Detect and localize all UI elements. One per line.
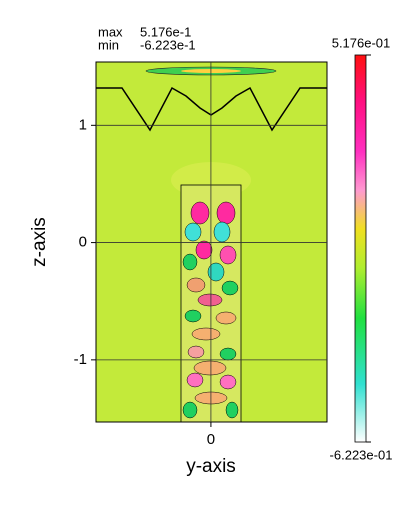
- y-axis-label: z-axis: [29, 217, 50, 267]
- x-tick-label: 0: [207, 431, 215, 448]
- min-value: -6.223e-1: [140, 37, 196, 52]
- max-label: max: [98, 24, 123, 39]
- field: [96, 62, 327, 422]
- colorbar: [354, 54, 367, 443]
- y-tick-label: 1: [79, 116, 87, 133]
- y-tick-label: -1: [74, 351, 87, 368]
- plot-frame: [95, 61, 328, 423]
- min-label: min: [98, 37, 119, 52]
- colorbar-label: -6.223e-01: [330, 447, 393, 462]
- max-value: 5.176e-1: [140, 24, 191, 39]
- colorbar-label: 5.176e-01: [332, 35, 391, 50]
- y-tick-label: 0: [79, 234, 87, 251]
- x-axis-label: y-axis: [186, 456, 236, 477]
